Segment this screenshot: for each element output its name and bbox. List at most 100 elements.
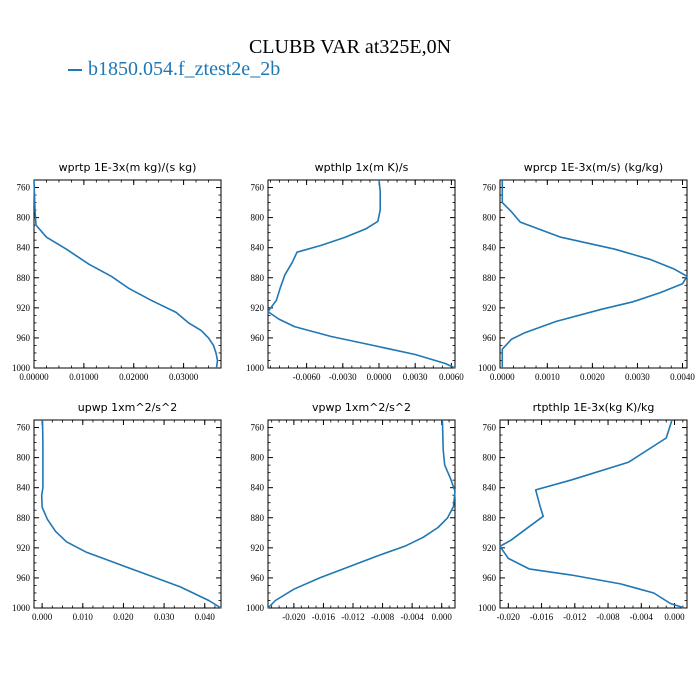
y-tick-label: 760 (483, 183, 497, 193)
x-tick-label: 0.03000 (169, 372, 199, 382)
panel-title: wpthlp 1x(m K)/s (315, 161, 409, 174)
x-tick-label: 0.020 (113, 612, 134, 622)
panel-title: wprcp 1E-3x(m/s) (kg/kg) (524, 161, 663, 174)
y-tick-label: 880 (251, 273, 265, 283)
plot-frame (33, 179, 222, 369)
x-tick-label: 0.0030 (403, 372, 428, 382)
x-tick-label: 0.0020 (580, 372, 605, 382)
x-tick-label: 0.0040 (670, 372, 695, 382)
panel-title: vpwp 1xm^2/s^2 (312, 401, 411, 414)
y-tick-label: 960 (17, 573, 31, 583)
x-tick-label: 0.0030 (625, 372, 650, 382)
y-tick-label: 840 (251, 483, 265, 493)
panel-title: upwp 1xm^2/s^2 (78, 401, 178, 414)
panel-6: rtpthlp 1E-3x(kg K)/kg 760 800 840 880 920 960… (478, 401, 688, 622)
y-tick-label: 880 (17, 513, 31, 523)
y-tick-label: 880 (483, 273, 497, 283)
legend-case-label: b1850.054.f_ztest2e_2b (88, 58, 281, 80)
x-tick-label: -0.020 (282, 612, 306, 622)
y-tick-label: 840 (251, 243, 265, 253)
y-tick-label: 960 (483, 333, 497, 343)
x-tick-label: 0.0000 (490, 372, 515, 382)
panel-title: rtpthlp 1E-3x(kg K)/kg (533, 401, 655, 414)
x-tick-label: -0.0060 (293, 372, 321, 382)
y-tick-label: 1000 (478, 603, 497, 613)
x-tick-label: -0.020 (497, 612, 521, 622)
y-tick-label: 1000 (12, 363, 31, 373)
x-tick-label: -0.012 (341, 612, 364, 622)
x-tick-label: -0.016 (312, 612, 336, 622)
y-tick-label: 960 (483, 573, 497, 583)
y-tick-label: 800 (251, 213, 265, 223)
plot-frame (499, 179, 688, 369)
y-tick-label: 800 (251, 453, 265, 463)
y-tick-label: 960 (251, 573, 265, 583)
profile-line (33, 179, 219, 369)
y-tick-label: 760 (17, 423, 31, 433)
x-tick-label: 0.010 (73, 612, 94, 622)
x-tick-label: 0.0010 (535, 372, 560, 382)
y-tick-label: 1000 (12, 603, 31, 613)
x-tick-label: -0.004 (401, 612, 425, 622)
y-tick-label: 840 (17, 243, 31, 253)
y-tick-label: 760 (17, 183, 31, 193)
y-tick-label: 880 (483, 513, 497, 523)
y-tick-label: 960 (251, 333, 265, 343)
x-tick-label: -0.012 (563, 612, 586, 622)
x-tick-label: 0.000 (432, 612, 453, 622)
legend: b1850.054.f_ztest2e_2b (68, 58, 280, 81)
y-tick-label: 800 (483, 453, 497, 463)
y-tick-label: 880 (251, 513, 265, 523)
profile-line (40, 419, 222, 609)
panel-5: vpwp 1xm^2/s^2 760 800 840 880 920 960 1000 -0.0… (246, 401, 456, 622)
y-tick-label: 760 (251, 183, 265, 193)
x-tick-label: 0.00000 (19, 372, 49, 382)
plot-frame (267, 419, 456, 609)
y-tick-label: 960 (17, 333, 31, 343)
y-tick-label: 800 (483, 213, 497, 223)
y-tick-label: 1000 (246, 363, 265, 373)
panel-3: wprcp 1E-3x(m/s) (kg/kg) 760 800 840 880 920 9… (478, 161, 695, 382)
plot-frame (267, 179, 456, 369)
legend-line-swatch (68, 69, 82, 72)
y-tick-label: 1000 (478, 363, 497, 373)
panel-title: wprtp 1E-3x(m kg)/(s kg) (59, 161, 197, 174)
y-tick-label: 1000 (246, 603, 265, 613)
y-tick-label: 920 (17, 543, 31, 553)
y-tick-label: 920 (251, 543, 265, 553)
plot-frame (33, 419, 222, 609)
y-tick-label: 840 (483, 243, 497, 253)
panel-1: wprtp 1E-3x(m kg)/(s kg) 760 800 840 880 920 9… (12, 161, 222, 382)
figure-title: CLUBB VAR at325E,0N (248, 36, 452, 58)
x-tick-label: -0.016 (530, 612, 554, 622)
y-tick-label: 760 (483, 423, 497, 433)
x-tick-label: 0.030 (154, 612, 175, 622)
x-tick-label: 0.000 (664, 612, 685, 622)
profile-line (267, 419, 456, 609)
panel-2: wpthlp 1x(m K)/s 760 800 840 880 920 960 1000 -0… (246, 161, 464, 382)
plot-frame (499, 419, 688, 609)
y-tick-label: 840 (17, 483, 31, 493)
x-tick-label: -0.008 (596, 612, 620, 622)
y-tick-label: 920 (251, 303, 265, 313)
x-tick-label: 0.000 (32, 612, 53, 622)
profile-line (501, 180, 688, 368)
y-tick-label: 800 (17, 213, 31, 223)
profile-line (267, 179, 456, 369)
y-tick-label: 920 (483, 543, 497, 553)
x-tick-label: -0.0030 (329, 372, 357, 382)
profile-line (499, 419, 685, 609)
x-tick-label: 0.0060 (439, 372, 464, 382)
x-tick-label: 0.01000 (69, 372, 99, 382)
x-tick-label: 0.02000 (119, 372, 149, 382)
x-tick-label: -0.004 (630, 612, 654, 622)
x-tick-label: -0.008 (371, 612, 395, 622)
y-tick-label: 880 (17, 273, 31, 283)
panel-4: upwp 1xm^2/s^2 760 800 840 880 920 960 10000.00… (12, 401, 222, 622)
y-tick-label: 800 (17, 453, 31, 463)
y-tick-label: 760 (251, 423, 265, 433)
x-tick-label: 0.0000 (367, 372, 392, 382)
x-tick-label: 0.040 (195, 612, 216, 622)
y-tick-label: 920 (17, 303, 31, 313)
